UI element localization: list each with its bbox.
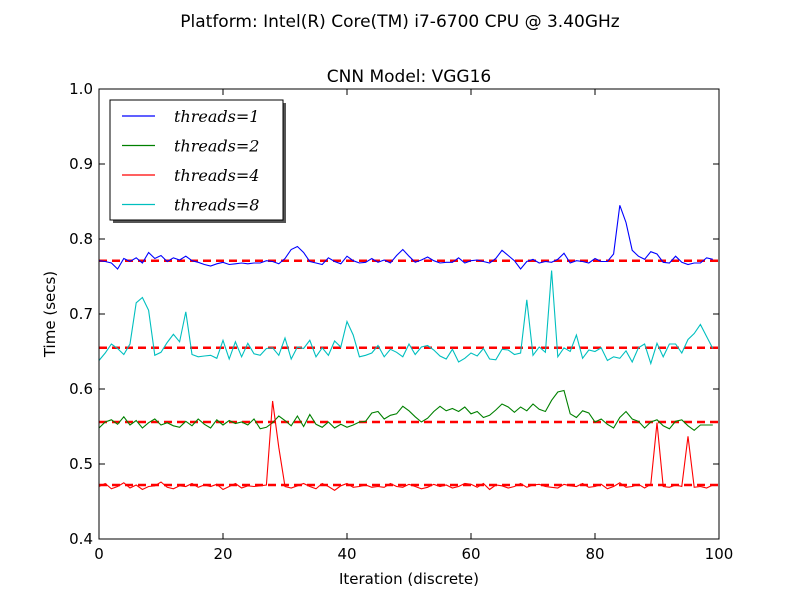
x-tick-label: 60 [461,545,480,563]
y-tick-label: 0.6 [69,380,93,398]
series-line-threads-2 [98,389,713,431]
legend-label-threads-8: threads=8 [174,196,259,215]
legend-label-threads-4: threads=4 [174,166,259,185]
x-tick-label: 20 [213,545,232,563]
y-tick-label: 0.7 [69,305,93,323]
y-axis: 0.4 0.5 0.6 0.7 0.8 0.9 1.0 [69,80,719,548]
y-tick-label: 1.0 [69,80,93,98]
series-line-threads-4 [98,400,714,491]
y-tick-label: 0.5 [69,455,93,473]
x-tick-label: 80 [585,545,604,563]
y-axis-label: Time (secs) [41,271,59,358]
y-tick-label: 0.9 [69,155,93,173]
x-tick-label: 40 [337,545,356,563]
x-axis-label: Iteration (discrete) [339,570,479,588]
x-axis: 0 20 40 60 80 100 [94,89,733,563]
legend-label-threads-2: threads=2 [174,137,259,156]
series-lines [98,205,714,491]
x-tick-label: 100 [705,545,734,563]
y-tick-label: 0.8 [69,230,93,248]
series-line-threads-8 [98,270,714,366]
chart-suptitle: Platform: Intel(R) Core(TM) i7-6700 CPU … [180,12,620,32]
legend-box [109,99,284,221]
x-tick-label: 0 [94,545,104,563]
y-tick-label: 0.4 [69,530,93,548]
chart-title: CNN Model: VGG16 [327,67,492,87]
series-line-threads-1 [98,205,713,270]
legend-label-threads-1: threads=1 [174,107,259,126]
legend: threads=1 threads=2 threads=4 threads=8 [109,99,286,223]
